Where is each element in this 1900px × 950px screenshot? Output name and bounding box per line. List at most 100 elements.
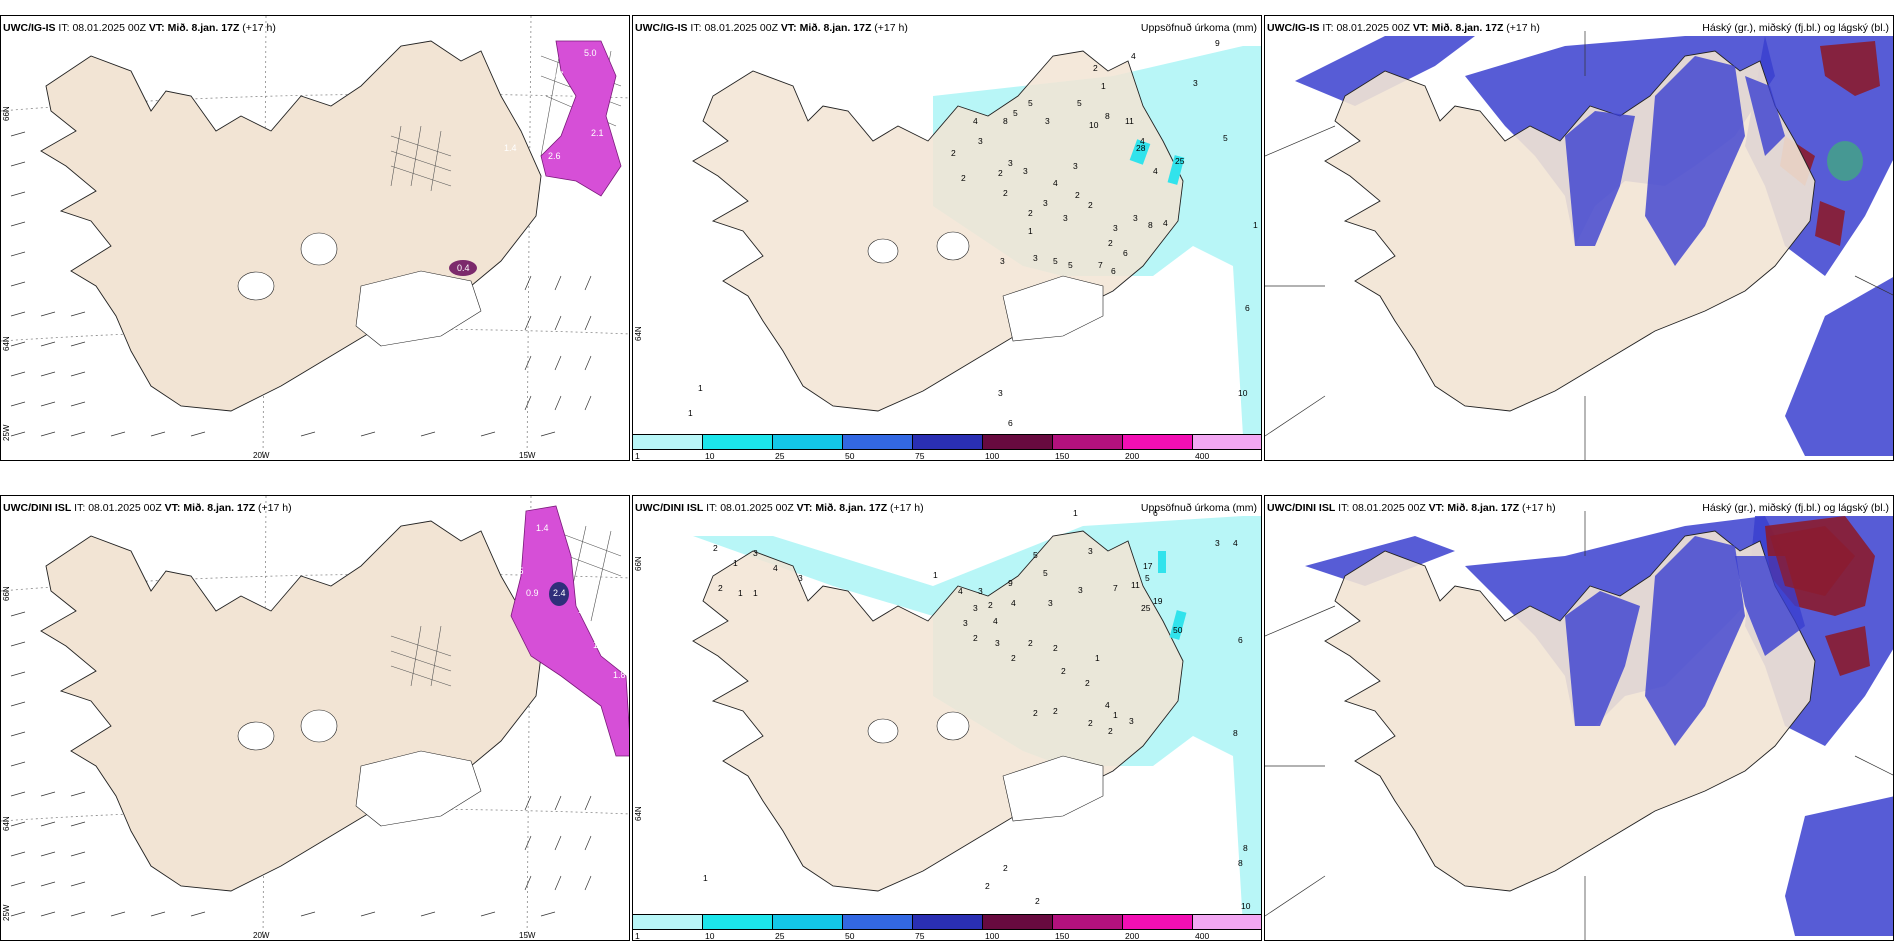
magenta-precip-shapes: [510, 505, 629, 757]
svg-text:2: 2: [988, 600, 993, 610]
colorbar-label: 400: [1195, 451, 1210, 461]
colorbar-label: 100: [985, 451, 1000, 461]
panel-dini-precip: 1 6 3 4 2 1 3 4 3 5 17 2 1 1 1 3 3 4 9 5…: [632, 495, 1262, 941]
colorbar-swatch: [703, 435, 773, 449]
svg-text:1: 1: [698, 383, 703, 393]
svg-text:3: 3: [963, 618, 968, 628]
svg-text:2: 2: [998, 168, 1003, 178]
colorbar-label: 50: [845, 931, 855, 941]
panel-dini-wind: 1.4 0.5 0.9 2.4 1.3 1.5 1.2 1.8 66N 64N …: [0, 495, 630, 941]
svg-text:64N: 64N: [2, 816, 11, 831]
colorbar-swatch: [773, 435, 843, 449]
panel-igis-precip: 2 4 9 3 1 5 4 8 5 3 5 5 10 8 11 4 2 3 2 …: [632, 15, 1262, 461]
svg-text:2: 2: [1028, 638, 1033, 648]
svg-text:5: 5: [1223, 133, 1228, 143]
svg-text:3: 3: [1008, 158, 1013, 168]
iceland-landmass: [692, 50, 1184, 412]
svg-text:1: 1: [1113, 710, 1118, 720]
svg-text:1: 1: [753, 588, 758, 598]
svg-text:8: 8: [1148, 220, 1153, 230]
map-wind-hail: 5.0 0.7 2.1 1.4 2.6 0.4 66N 64N 25W 20W …: [1, 16, 629, 460]
svg-text:4: 4: [1053, 178, 1058, 188]
colorbar-swatch: [773, 915, 843, 929]
svg-text:6: 6: [1245, 303, 1250, 313]
precip-mid-patch: [1169, 610, 1187, 640]
svg-text:5: 5: [1068, 260, 1073, 270]
colorbar: 1 10 25 50 75 100 150 200 400: [633, 914, 1261, 941]
svg-text:11: 11: [1125, 116, 1134, 126]
cloud-high-overlay: [1770, 526, 1855, 596]
colorbar-swatch: [1123, 915, 1193, 929]
svg-text:5: 5: [1043, 568, 1048, 578]
colorbar-swatch: [703, 915, 773, 929]
colorbar-label: 1: [635, 931, 640, 941]
panel-dini-clouds: UWC/DINI ISL IT: 08.01.2025 00Z VT: Mið.…: [1264, 495, 1894, 941]
panel-subtitle: Uppsöfnuð úrkoma (mm): [1140, 502, 1257, 514]
wind-barbs: [10, 611, 592, 917]
panel-title: UWC/DINI ISL IT: 08.01.2025 00Z VT: Mið.…: [1267, 502, 1556, 514]
colorbar-swatch: [1193, 915, 1261, 929]
svg-text:5: 5: [1145, 573, 1150, 583]
svg-text:2: 2: [1085, 678, 1090, 688]
colorbar-swatch: [1053, 435, 1123, 449]
svg-text:15W: 15W: [519, 931, 536, 940]
colorbar-label: 10: [705, 451, 715, 461]
svg-text:4: 4: [958, 586, 963, 596]
svg-text:0.4: 0.4: [457, 263, 470, 273]
svg-text:2: 2: [1003, 863, 1008, 873]
svg-text:3: 3: [1033, 253, 1038, 263]
svg-text:4: 4: [1011, 598, 1016, 608]
svg-text:25: 25: [1175, 156, 1185, 166]
panel-title: UWC/IG-IS IT: 08.01.2025 00Z VT: Mið. 8.…: [3, 22, 276, 34]
svg-text:3: 3: [1129, 716, 1134, 726]
panel-igis-wind: 5.0 0.7 2.1 1.4 2.6 0.4 66N 64N 25W 20W …: [0, 15, 630, 461]
panel-title: UWC/IG-IS IT: 08.01.2025 00Z VT: Mið. 8.…: [635, 22, 908, 34]
svg-text:2: 2: [718, 583, 723, 593]
svg-text:0.9: 0.9: [526, 588, 539, 598]
svg-text:1: 1: [933, 570, 938, 580]
svg-text:64N: 64N: [2, 336, 11, 351]
svg-text:3: 3: [1113, 223, 1118, 233]
colorbar-label: 150: [1055, 451, 1070, 461]
colorbar-label: 200: [1125, 931, 1140, 941]
precip-mid-patch: [1158, 551, 1166, 573]
colorbar-label: 25: [775, 451, 785, 461]
svg-text:3: 3: [1000, 256, 1005, 266]
svg-text:4: 4: [1153, 166, 1158, 176]
svg-text:3: 3: [1045, 116, 1050, 126]
colorbar-swatch: [1123, 435, 1193, 449]
map-clouds: [1265, 511, 1893, 940]
svg-text:5: 5: [1033, 550, 1038, 560]
svg-text:6: 6: [1153, 508, 1158, 518]
svg-text:2: 2: [1028, 208, 1033, 218]
svg-text:5: 5: [1053, 256, 1058, 266]
svg-text:8: 8: [1233, 728, 1238, 738]
svg-text:3: 3: [1215, 538, 1220, 548]
svg-text:25: 25: [1141, 603, 1151, 613]
svg-text:1: 1: [1101, 81, 1106, 91]
svg-text:1.4: 1.4: [536, 523, 549, 533]
magenta-precip-shapes: [449, 40, 622, 276]
svg-text:3: 3: [1023, 166, 1028, 176]
colorbar-swatch: [1193, 435, 1261, 449]
svg-text:1: 1: [703, 873, 708, 883]
svg-text:2: 2: [951, 148, 956, 158]
precip-value-labels: 2 4 9 3 1 5 4 8 5 3 5 5 10 8 11 4 2 3 2 …: [688, 38, 1258, 428]
svg-text:2.4: 2.4: [553, 588, 566, 598]
precip-mid-patch: [1167, 155, 1185, 185]
svg-text:17: 17: [1143, 561, 1153, 571]
svg-text:1: 1: [1253, 220, 1258, 230]
svg-text:3: 3: [1088, 546, 1093, 556]
svg-text:2.6: 2.6: [548, 151, 561, 161]
panel-subtitle: Háský (gr.), miðský (fj.bl.) og lágský (…: [1702, 22, 1889, 34]
svg-text:5: 5: [1077, 98, 1082, 108]
colorbar-label: 1: [635, 451, 640, 461]
svg-text:6: 6: [1111, 266, 1116, 276]
svg-text:10: 10: [1241, 901, 1251, 911]
svg-text:64N: 64N: [634, 326, 643, 341]
colorbar-swatch: [983, 915, 1053, 929]
svg-text:3: 3: [1043, 198, 1048, 208]
colorbar-swatch: [1053, 915, 1123, 929]
svg-text:5: 5: [1013, 108, 1018, 118]
snow-free-areas: [237, 232, 482, 347]
